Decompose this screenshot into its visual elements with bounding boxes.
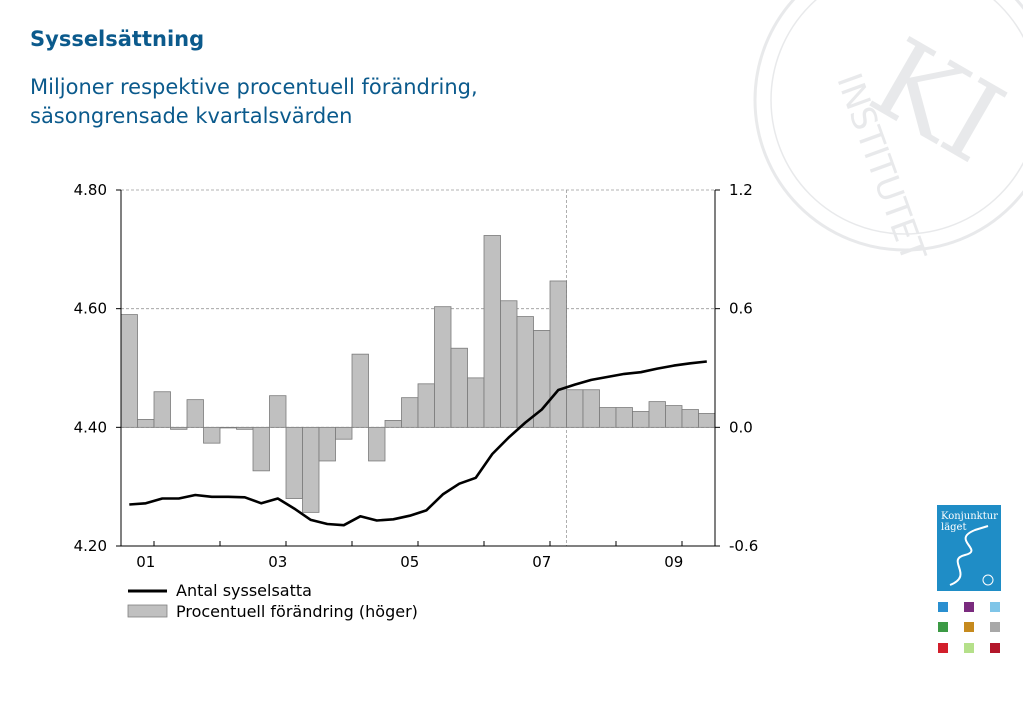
bar — [632, 411, 650, 428]
bar — [434, 306, 452, 428]
bar — [318, 426, 336, 462]
bar — [186, 399, 204, 428]
bar — [219, 426, 237, 429]
left-tick-label: 4.60 — [74, 300, 107, 318]
bar — [285, 426, 303, 499]
bar — [566, 389, 584, 428]
page-subtitle: Miljoner respektive procentuell förändri… — [30, 73, 478, 131]
legend-label-line: Antal sysselsatta — [176, 581, 312, 600]
right-tick-label: 1.2 — [729, 181, 753, 199]
right-tick-label: -0.6 — [729, 537, 758, 555]
legend-label-bars: Procentuell förändring (höger) — [176, 602, 418, 621]
bar — [549, 280, 567, 428]
legend: Antal sysselsatta Procentuell förändring… — [127, 581, 418, 621]
bar — [483, 235, 501, 428]
bar — [269, 395, 287, 428]
bar — [401, 397, 419, 428]
axes — [116, 189, 720, 547]
color-thumbnails — [938, 602, 1000, 653]
legend-bar-swatch — [127, 604, 168, 618]
svg-text:läget: läget — [941, 522, 967, 533]
bar — [417, 383, 435, 428]
tick-labels: 4.80 4.60 4.40 4.20 1.2 0.6 0.0 -0.6 01 03 05 07 09 — [74, 181, 759, 571]
left-tick-label: 4.20 — [74, 537, 107, 555]
bar — [450, 347, 468, 428]
bar — [236, 426, 254, 430]
grid-lines — [121, 189, 715, 547]
bar — [153, 391, 171, 428]
page-title: Sysselsättning — [30, 27, 205, 51]
x-tick-label: 03 — [268, 553, 287, 571]
bar — [368, 426, 386, 462]
subtitle-line-2: säsongrensade kvartalsvärden — [30, 104, 353, 128]
bar — [203, 426, 221, 444]
left-tick-label: 4.80 — [74, 181, 107, 199]
bar — [467, 377, 485, 428]
bar — [698, 413, 716, 428]
watermark-seal: KI INSTITUTET — [753, 0, 1023, 267]
bar — [120, 314, 138, 428]
svg-text:Konjunktur: Konjunktur — [941, 511, 998, 522]
bar — [582, 389, 600, 428]
right-tick-label: 0.6 — [729, 300, 753, 318]
x-tick-label: 07 — [532, 553, 551, 571]
subtitle-line-1: Miljoner respektive procentuell förändri… — [30, 75, 478, 99]
x-tick-label: 01 — [136, 553, 155, 571]
bar — [302, 426, 320, 513]
bar — [335, 426, 353, 440]
bar — [615, 407, 633, 428]
bar — [170, 426, 188, 430]
bar — [384, 420, 402, 428]
bar — [137, 419, 155, 428]
bar — [681, 409, 699, 428]
line-series-antal-sysselsatta — [129, 360, 707, 527]
bar — [252, 426, 270, 472]
bar — [516, 316, 534, 428]
left-tick-label: 4.40 — [74, 418, 107, 436]
bar — [648, 401, 666, 428]
bar — [665, 405, 683, 428]
x-tick-label: 05 — [400, 553, 419, 571]
right-tick-label: 0.0 — [729, 418, 753, 436]
bar — [599, 407, 617, 428]
x-tick-label: 09 — [664, 553, 683, 571]
konjunkturlaget-logo: Konjunktur läget — [937, 505, 1001, 591]
bar — [500, 300, 518, 428]
bar — [351, 353, 369, 428]
